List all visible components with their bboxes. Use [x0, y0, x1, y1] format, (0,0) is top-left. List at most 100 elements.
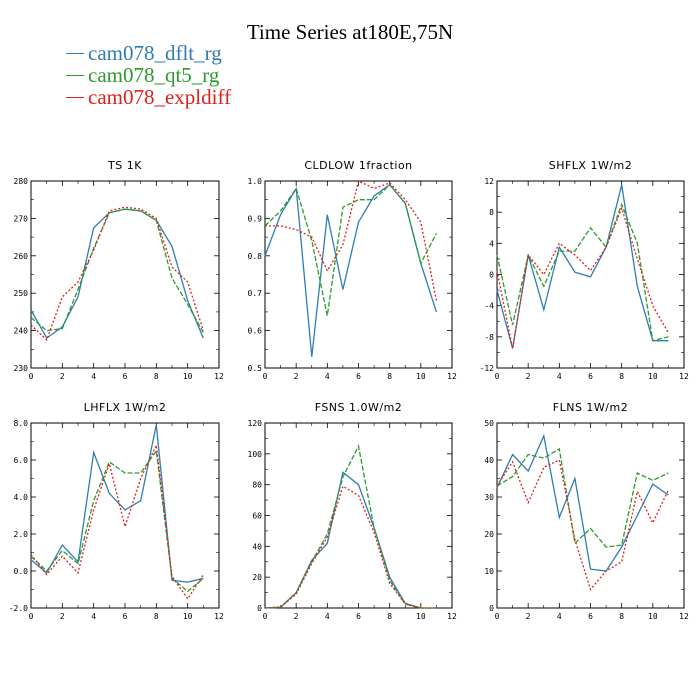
series-line-3	[265, 180, 438, 301]
y-tick-label: 20	[252, 573, 262, 582]
y-tick-label: 60	[252, 512, 262, 521]
y-tick-label: -4	[484, 302, 494, 311]
x-tick-label: 6	[356, 372, 361, 381]
x-tick-label: 12	[679, 372, 689, 381]
x-tick-label: 12	[679, 612, 689, 621]
x-tick-label: 12	[214, 372, 224, 381]
series-line-3	[30, 206, 204, 342]
series-line-2	[264, 183, 437, 316]
series-line-1	[30, 208, 204, 340]
page-title: Time Series at180E,75N	[246, 20, 454, 44]
y-tick-label: 8	[489, 208, 494, 217]
x-tick-label: 4	[557, 612, 562, 621]
legend-swatch	[66, 97, 84, 98]
series-line-1	[264, 471, 437, 609]
x-tick-label: 0	[29, 612, 34, 621]
y-tick-label: -12	[480, 364, 495, 373]
series-line-1	[496, 433, 669, 572]
legend-entry-qt5: cam078_qt5_rg	[66, 64, 326, 86]
y-tick-label: 40	[252, 542, 262, 551]
series-line-3	[30, 442, 204, 600]
y-tick-label: 0.6	[248, 327, 263, 336]
y-tick-label: 50	[484, 419, 494, 428]
y-tick-label: 0.0	[14, 567, 29, 576]
y-tick-label: 0	[257, 604, 262, 613]
x-tick-label: 10	[416, 372, 426, 381]
x-tick-label: 6	[123, 372, 128, 381]
panel-title: CLDLOW 1fraction	[304, 159, 412, 172]
x-tick-label: 10	[183, 612, 193, 621]
y-tick-label: 250	[14, 289, 29, 298]
legend: cam078_dflt_rg cam078_qt5_rg cam078_expl…	[66, 42, 326, 108]
x-tick-label: 12	[447, 612, 457, 621]
x-tick-label: 4	[91, 612, 96, 621]
y-tick-label: 0	[489, 604, 494, 613]
x-tick-label: 10	[416, 612, 426, 621]
y-tick-label: 100	[248, 450, 263, 459]
y-tick-label: 0.5	[248, 364, 263, 373]
y-tick-label: 230	[14, 364, 29, 373]
legend-label: cam078_expldiff	[88, 85, 232, 109]
x-tick-label: 2	[526, 372, 531, 381]
chart-panel: FLNS 1W/m2 0 2 4 6 8 10 12 0 10 20 30 40 50	[484, 401, 689, 621]
y-tick-label: 2.0	[14, 530, 29, 539]
x-tick-label: 2	[294, 612, 299, 621]
x-tick-label: 10	[648, 612, 658, 621]
x-tick-label: 2	[60, 612, 65, 621]
chart-panel: SHFLX 1W/m2 0 2 4 6 8 10 12 -12 -8 -4 0 4 8 12	[480, 159, 689, 381]
x-tick-label: 2	[294, 372, 299, 381]
x-tick-label: 2	[60, 372, 65, 381]
series-line-2	[30, 449, 204, 593]
x-tick-label: 8	[619, 612, 624, 621]
x-tick-label: 4	[325, 612, 330, 621]
chart-panel: TS 1K 0 2 4 6 8 10 12 230 240 250 260 270 280	[14, 159, 224, 381]
y-tick-label: 1.0	[248, 177, 263, 186]
plot-frame	[30, 422, 220, 609]
panel-title: FLNS 1W/m2	[553, 401, 628, 414]
y-tick-label: 260	[14, 252, 29, 261]
series-line-3	[264, 485, 437, 609]
x-tick-label: 10	[183, 372, 193, 381]
x-tick-label: 6	[356, 612, 361, 621]
y-tick-label: 0	[489, 271, 494, 280]
legend-entry-expldiff: cam078_expldiff	[66, 86, 326, 108]
panel-title: FSNS 1.0W/m2	[315, 401, 403, 414]
x-tick-label: 12	[214, 612, 224, 621]
series-line-1	[264, 183, 438, 357]
legend-label: cam078_qt5_rg	[88, 63, 220, 87]
x-tick-label: 6	[588, 612, 593, 621]
y-tick-label: 6.0	[14, 456, 29, 465]
y-tick-label: -8	[484, 333, 494, 342]
legend-label: cam078_dflt_rg	[88, 41, 222, 65]
x-tick-label: 10	[648, 372, 658, 381]
x-tick-label: 2	[526, 612, 531, 621]
x-tick-label: 0	[495, 372, 500, 381]
x-tick-label: 4	[557, 372, 562, 381]
y-tick-label: 12	[484, 177, 494, 186]
y-tick-label: 4	[489, 239, 494, 248]
y-tick-label: 280	[14, 177, 29, 186]
y-tick-label: 120	[248, 419, 263, 428]
y-tick-label: 240	[14, 327, 29, 336]
x-tick-label: 0	[263, 612, 268, 621]
panel-title: LHFLX 1W/m2	[84, 401, 167, 414]
y-tick-label: 8.0	[14, 419, 29, 428]
series-line-3	[496, 206, 669, 349]
y-tick-label: 0.8	[248, 252, 263, 261]
legend-swatch	[66, 75, 84, 76]
x-tick-label: 8	[387, 612, 392, 621]
x-tick-label: 12	[447, 372, 457, 381]
x-tick-label: 0	[29, 372, 34, 381]
legend-entry-dflt: cam078_dflt_rg	[66, 42, 326, 64]
x-tick-label: 8	[387, 372, 392, 381]
chart-panel: LHFLX 1W/m2 0 2 4 6 8 10 12 -2.0 0.0 2.0 4.0 6.0 8.0	[9, 401, 224, 621]
x-tick-label: 4	[325, 372, 330, 381]
y-tick-label: 4.0	[14, 493, 29, 502]
x-tick-label: 4	[91, 372, 96, 381]
y-tick-label: 40	[484, 456, 494, 465]
x-tick-label: 8	[154, 612, 159, 621]
y-tick-label: -2.0	[9, 604, 28, 613]
series-line-2	[496, 202, 669, 342]
